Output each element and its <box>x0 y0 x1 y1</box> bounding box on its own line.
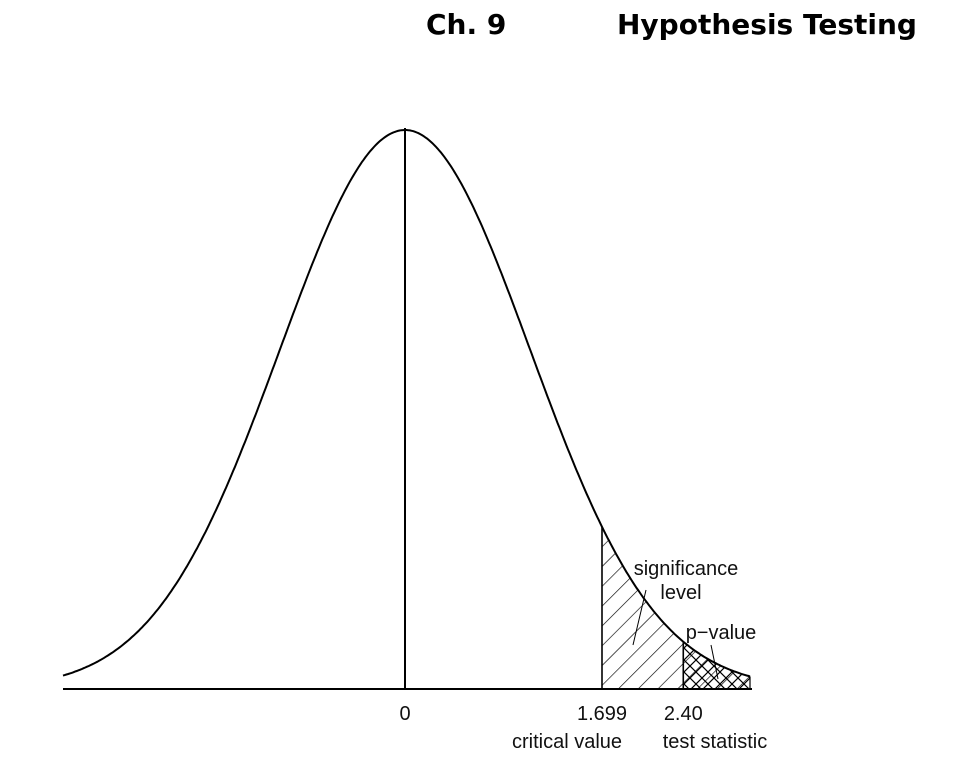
tick-label-critical-value: 1.699 <box>577 703 627 725</box>
page-header: Ch. 9 Hypothesis Testing <box>0 4 967 48</box>
p-value-region <box>683 641 750 689</box>
significance-label-line1: significance <box>634 558 739 580</box>
p-value-label: p−value <box>686 622 757 644</box>
tick-label-zero: 0 <box>399 703 410 725</box>
chapter-title: Ch. 9 <box>426 8 507 41</box>
critical-value-caption: critical value <box>512 731 622 753</box>
test-statistic-caption: test statistic <box>663 731 767 753</box>
significance-level-region <box>602 526 750 689</box>
significance-label-line2: level <box>660 582 701 604</box>
p-value-leader-line <box>710 644 719 680</box>
topic-title: Hypothesis Testing <box>617 8 917 41</box>
tick-label-test-statistic: 2.40 <box>664 703 703 725</box>
density-curve <box>62 129 751 678</box>
significance-leader-line <box>632 589 647 646</box>
